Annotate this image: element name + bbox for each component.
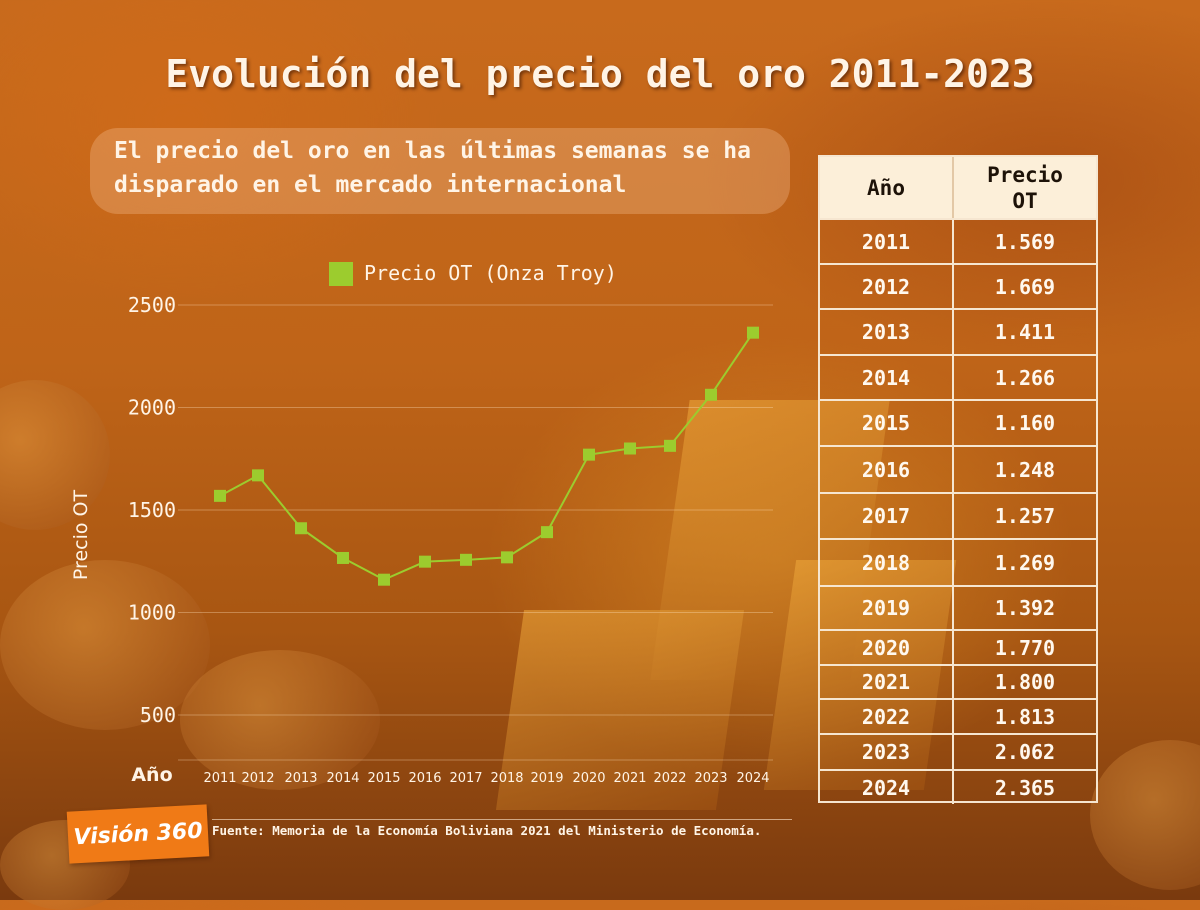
legend-label: Precio OT (Onza Troy): [364, 261, 617, 285]
subtitle: El precio del oro en las últimas semanas…: [114, 138, 751, 198]
data-point: [624, 442, 636, 455]
table-row: 2024 2.365: [820, 769, 1096, 804]
x-tick-label: 2024: [736, 771, 769, 786]
data-point: [419, 555, 431, 568]
line-chart: 500 1000 1500 2000 2500 2011 2012 2013 2014 2015…: [70, 261, 773, 786]
x-tick-label: 2011: [203, 771, 236, 786]
background-coin: [1090, 740, 1200, 890]
table-cell-price: 1.813: [994, 704, 1056, 729]
table-cell-year: 2016: [820, 447, 954, 492]
table-cell-year: 2024: [820, 771, 954, 804]
x-tick-label: 2015: [367, 771, 400, 786]
x-tick-label: 2023: [694, 771, 727, 786]
data-point: [337, 551, 349, 564]
source-note: Fuente: Memoria de la Economía Boliviana…: [212, 823, 762, 838]
table-cell-year: 2018: [820, 540, 954, 585]
table-row: 2015 1.160: [820, 399, 1096, 445]
table-cell-price: 1.160: [994, 411, 1056, 435]
table-cell-price: 1.257: [994, 504, 1056, 528]
table-cell-price: 2.365: [994, 775, 1056, 800]
table-cell-price: 1.269: [994, 550, 1056, 575]
y-tick-label: 1000: [128, 601, 176, 625]
data-point: [583, 448, 595, 461]
data-point: [747, 326, 759, 339]
table-cell-price: 1.569: [994, 229, 1056, 254]
table-cell-year: 2013: [820, 310, 954, 354]
chart-series: [214, 326, 759, 586]
table-header: Año Precio OT: [820, 157, 1096, 220]
x-tick-label: 2021: [613, 771, 646, 786]
source-divider: [212, 819, 792, 820]
table-row: 2011 1.569: [820, 218, 1096, 263]
table-row: 2012 1.669: [820, 263, 1096, 308]
x-tick-label: 2018: [490, 771, 523, 786]
table-row: 2023 2.062: [820, 733, 1096, 769]
table-cell-year: 2021: [820, 666, 954, 698]
x-tick-label: 2014: [326, 771, 359, 786]
x-tick-label: 2013: [284, 771, 317, 786]
table-cell-year: 2011: [820, 220, 954, 263]
table-cell-year: 2019: [820, 587, 954, 629]
data-point: [541, 526, 553, 539]
table-header-price: Precio OT: [954, 157, 1096, 218]
y-tick-label: 500: [140, 703, 176, 727]
y-axis-label: Precio OT: [70, 490, 92, 581]
table-row: 2019 1.392: [820, 585, 1096, 629]
legend-swatch: [329, 262, 353, 286]
table-cell-year: 2023: [820, 735, 954, 769]
chart-legend: Precio OT (Onza Troy): [329, 261, 617, 286]
data-point: [252, 469, 264, 482]
table-row: 2016 1.248: [820, 445, 1096, 492]
data-point: [378, 573, 390, 586]
x-tick-label: 2016: [408, 771, 441, 786]
table-row: 2017 1.257: [820, 492, 1096, 538]
data-point: [664, 439, 676, 452]
table-row: 2020 1.770: [820, 629, 1096, 664]
price-table: Año Precio OT 2011 1.569 2012 1.669 2013 1.41…: [818, 155, 1098, 804]
x-tick-labels: 2011 2012 2013 2014 2015 2016 2017 2018 2019 2020…: [203, 771, 769, 786]
table-cell-price: 1.392: [994, 596, 1056, 620]
x-axis-label: Año: [131, 764, 172, 786]
table-cell-year: 2012: [820, 265, 954, 308]
x-tick-label: 2012: [241, 771, 274, 786]
table-cell-year: 2017: [820, 494, 954, 538]
table-row: 2014 1.266: [820, 354, 1096, 399]
table-cell-price: 2.062: [994, 740, 1056, 764]
x-tick-label: 2022: [653, 771, 686, 786]
table-row: 2018 1.269: [820, 538, 1096, 585]
y-tick-label: 2500: [128, 293, 176, 317]
x-tick-label: 2019: [530, 771, 563, 786]
table-header-price-text: Precio OT: [987, 162, 1063, 213]
table-cell-price: 1.800: [994, 670, 1056, 694]
table-cell-price: 1.669: [994, 274, 1056, 299]
table-row: 2022 1.813: [820, 698, 1096, 733]
table-cell-year: 2014: [820, 356, 954, 399]
data-point: [705, 388, 717, 401]
table-cell-price: 1.266: [994, 365, 1056, 390]
table-cell-price: 1.770: [994, 635, 1056, 660]
x-tick-label: 2017: [449, 771, 482, 786]
data-point: [214, 489, 226, 502]
table-row: 2021 1.800: [820, 664, 1096, 698]
data-point: [295, 522, 307, 535]
data-point: [501, 551, 513, 564]
y-tick-label: 1500: [128, 498, 176, 522]
y-tick-labels: 500 1000 1500 2000 2500: [128, 293, 176, 727]
chart-grid: [178, 304, 773, 761]
table-cell-year: 2020: [820, 631, 954, 664]
table-cell-year: 2015: [820, 401, 954, 445]
table-cell-price: 1.248: [994, 457, 1056, 482]
page-title: Evolución del precio del oro 2011-2023: [165, 52, 1035, 96]
data-point: [460, 553, 472, 566]
table-cell-price: 1.411: [994, 320, 1056, 344]
x-tick-label: 2020: [572, 771, 605, 786]
table-row: 2013 1.411: [820, 308, 1096, 354]
table-cell-year: 2022: [820, 700, 954, 733]
series-line: [219, 332, 754, 581]
y-tick-label: 2000: [128, 396, 176, 420]
vision360-logo: Visión 360: [66, 804, 210, 864]
table-header-year: Año: [820, 157, 954, 218]
subtitle-box: El precio del oro en las últimas semanas…: [90, 128, 790, 214]
